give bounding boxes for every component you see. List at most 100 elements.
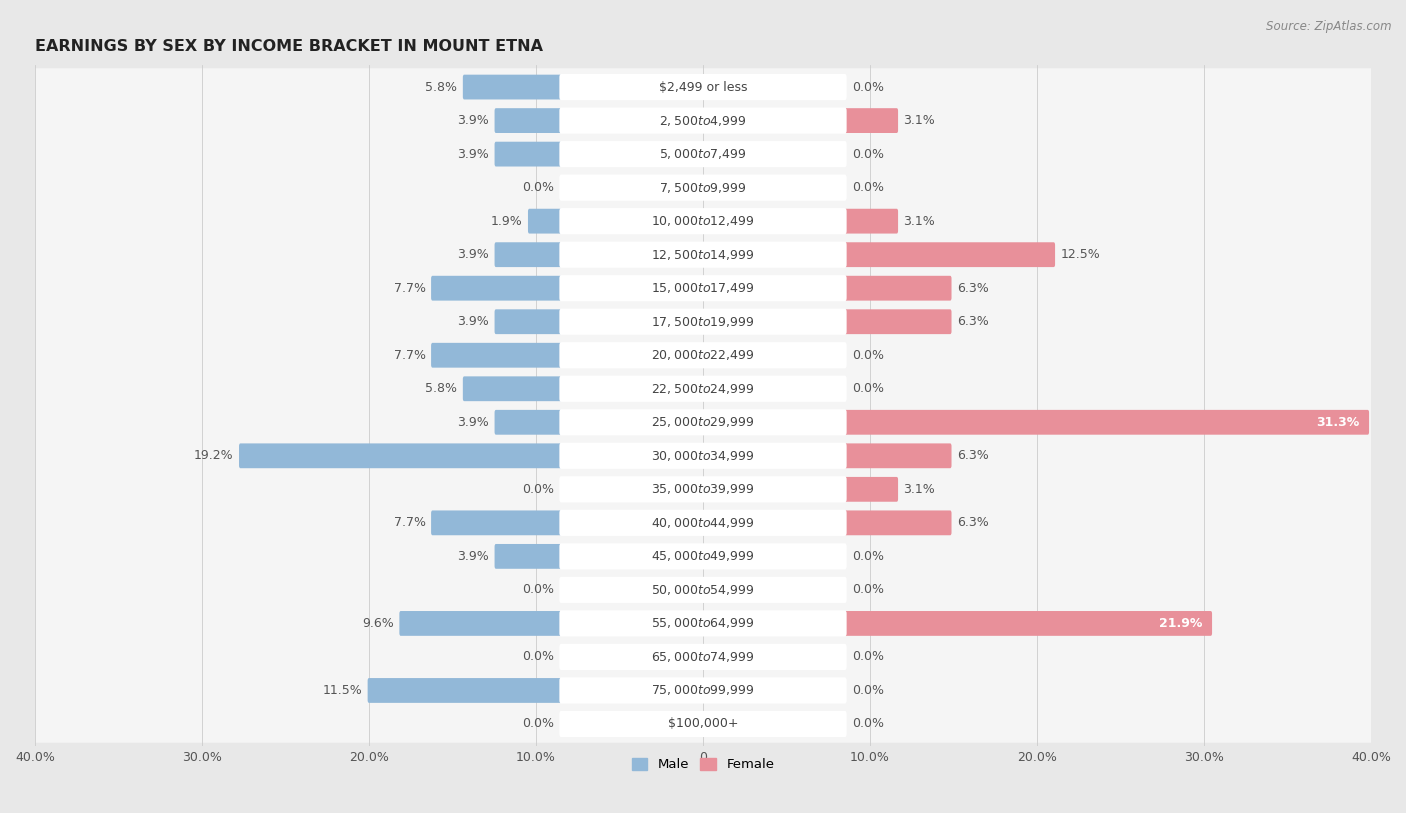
FancyBboxPatch shape: [844, 511, 952, 535]
Text: 3.9%: 3.9%: [457, 148, 489, 161]
FancyBboxPatch shape: [32, 672, 1374, 709]
Text: 31.3%: 31.3%: [1316, 415, 1360, 428]
Text: 0.0%: 0.0%: [523, 718, 554, 731]
FancyBboxPatch shape: [560, 711, 846, 737]
FancyBboxPatch shape: [560, 241, 846, 267]
FancyBboxPatch shape: [32, 102, 1374, 139]
Text: 7.7%: 7.7%: [394, 281, 426, 294]
FancyBboxPatch shape: [495, 141, 562, 167]
Text: 9.6%: 9.6%: [363, 617, 394, 630]
Text: $7,500 to $9,999: $7,500 to $9,999: [659, 180, 747, 194]
FancyBboxPatch shape: [495, 242, 562, 267]
FancyBboxPatch shape: [367, 678, 562, 703]
FancyBboxPatch shape: [32, 638, 1374, 676]
FancyBboxPatch shape: [32, 269, 1374, 307]
FancyBboxPatch shape: [560, 677, 846, 703]
Text: 0.0%: 0.0%: [523, 584, 554, 597]
FancyBboxPatch shape: [560, 74, 846, 100]
Text: 6.3%: 6.3%: [957, 315, 988, 328]
Text: 7.7%: 7.7%: [394, 349, 426, 362]
Text: 12.5%: 12.5%: [1060, 248, 1099, 261]
FancyBboxPatch shape: [560, 543, 846, 569]
FancyBboxPatch shape: [32, 135, 1374, 173]
FancyBboxPatch shape: [560, 141, 846, 167]
FancyBboxPatch shape: [495, 544, 562, 569]
FancyBboxPatch shape: [32, 236, 1374, 273]
Text: $25,000 to $29,999: $25,000 to $29,999: [651, 415, 755, 429]
FancyBboxPatch shape: [844, 309, 952, 334]
FancyBboxPatch shape: [239, 443, 562, 468]
FancyBboxPatch shape: [560, 577, 846, 603]
Text: $2,500 to $4,999: $2,500 to $4,999: [659, 114, 747, 128]
FancyBboxPatch shape: [560, 476, 846, 502]
Text: 11.5%: 11.5%: [322, 684, 363, 697]
Text: $65,000 to $74,999: $65,000 to $74,999: [651, 650, 755, 664]
FancyBboxPatch shape: [32, 337, 1374, 374]
Text: 0.0%: 0.0%: [523, 181, 554, 194]
FancyBboxPatch shape: [495, 410, 562, 435]
Text: 5.8%: 5.8%: [426, 80, 457, 93]
FancyBboxPatch shape: [32, 169, 1374, 207]
Text: $35,000 to $39,999: $35,000 to $39,999: [651, 482, 755, 496]
Text: 0.0%: 0.0%: [852, 684, 883, 697]
Text: 6.3%: 6.3%: [957, 281, 988, 294]
FancyBboxPatch shape: [560, 208, 846, 234]
Text: 3.1%: 3.1%: [904, 483, 935, 496]
Text: 0.0%: 0.0%: [852, 650, 883, 663]
Text: $22,500 to $24,999: $22,500 to $24,999: [651, 382, 755, 396]
Text: $2,499 or less: $2,499 or less: [659, 80, 747, 93]
FancyBboxPatch shape: [844, 410, 1369, 435]
FancyBboxPatch shape: [32, 471, 1374, 508]
FancyBboxPatch shape: [844, 443, 952, 468]
Text: 0.0%: 0.0%: [852, 181, 883, 194]
FancyBboxPatch shape: [432, 276, 562, 301]
Text: $100,000+: $100,000+: [668, 718, 738, 731]
FancyBboxPatch shape: [32, 202, 1374, 240]
Text: 0.0%: 0.0%: [523, 483, 554, 496]
Text: 3.9%: 3.9%: [457, 550, 489, 563]
Text: 0.0%: 0.0%: [852, 349, 883, 362]
FancyBboxPatch shape: [529, 209, 562, 233]
FancyBboxPatch shape: [560, 443, 846, 469]
Text: 0.0%: 0.0%: [852, 382, 883, 395]
FancyBboxPatch shape: [32, 705, 1374, 743]
Text: Source: ZipAtlas.com: Source: ZipAtlas.com: [1267, 20, 1392, 33]
Text: $20,000 to $22,499: $20,000 to $22,499: [651, 348, 755, 363]
Text: 1.9%: 1.9%: [491, 215, 523, 228]
FancyBboxPatch shape: [560, 275, 846, 302]
Text: $50,000 to $54,999: $50,000 to $54,999: [651, 583, 755, 597]
Text: $12,500 to $14,999: $12,500 to $14,999: [651, 248, 755, 262]
Text: $15,000 to $17,499: $15,000 to $17,499: [651, 281, 755, 295]
Text: 3.9%: 3.9%: [457, 248, 489, 261]
FancyBboxPatch shape: [32, 571, 1374, 609]
Text: 6.3%: 6.3%: [957, 516, 988, 529]
Text: 6.3%: 6.3%: [957, 450, 988, 463]
FancyBboxPatch shape: [844, 242, 1054, 267]
FancyBboxPatch shape: [560, 644, 846, 670]
FancyBboxPatch shape: [844, 477, 898, 502]
FancyBboxPatch shape: [560, 510, 846, 536]
FancyBboxPatch shape: [495, 108, 562, 133]
Text: 5.8%: 5.8%: [426, 382, 457, 395]
Text: 0.0%: 0.0%: [852, 80, 883, 93]
Text: EARNINGS BY SEX BY INCOME BRACKET IN MOUNT ETNA: EARNINGS BY SEX BY INCOME BRACKET IN MOU…: [35, 39, 543, 54]
FancyBboxPatch shape: [32, 68, 1374, 106]
FancyBboxPatch shape: [560, 309, 846, 335]
Text: 0.0%: 0.0%: [852, 718, 883, 731]
FancyBboxPatch shape: [844, 108, 898, 133]
Text: 0.0%: 0.0%: [852, 584, 883, 597]
FancyBboxPatch shape: [432, 343, 562, 367]
Text: 7.7%: 7.7%: [394, 516, 426, 529]
Text: $17,500 to $19,999: $17,500 to $19,999: [651, 315, 755, 328]
Text: 0.0%: 0.0%: [852, 550, 883, 563]
Text: 3.9%: 3.9%: [457, 415, 489, 428]
FancyBboxPatch shape: [560, 611, 846, 637]
FancyBboxPatch shape: [844, 276, 952, 301]
Text: 3.1%: 3.1%: [904, 114, 935, 127]
Text: 19.2%: 19.2%: [194, 450, 233, 463]
FancyBboxPatch shape: [32, 605, 1374, 642]
FancyBboxPatch shape: [844, 209, 898, 233]
Text: 3.1%: 3.1%: [904, 215, 935, 228]
Text: $5,000 to $7,499: $5,000 to $7,499: [659, 147, 747, 161]
Text: $55,000 to $64,999: $55,000 to $64,999: [651, 616, 755, 630]
